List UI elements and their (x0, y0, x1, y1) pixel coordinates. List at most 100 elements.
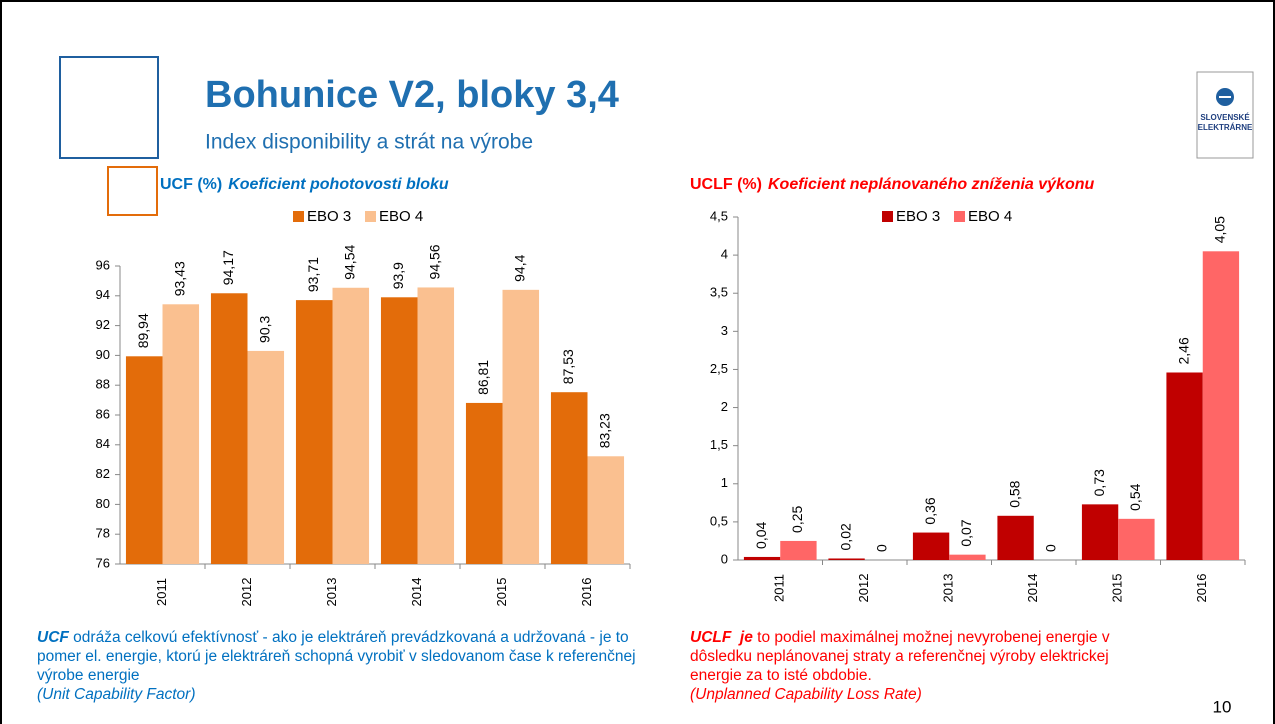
x-tick-label: 2012 (856, 574, 871, 603)
bar (550, 392, 588, 564)
value-label: 0,73 (1091, 469, 1107, 496)
legend-swatch (882, 211, 893, 222)
value-label: 87,53 (560, 349, 576, 384)
value-label: 0,07 (958, 519, 974, 546)
value-label: 0,04 (753, 521, 769, 548)
x-tick-label: 2013 (324, 578, 339, 607)
value-label: 83,23 (596, 413, 612, 448)
legend-label: EBO 3 (896, 208, 940, 225)
deco-square (59, 56, 159, 159)
value-label: 2,46 (1175, 337, 1191, 364)
y-tick-label: 1 (721, 475, 728, 490)
y-tick-label: 0,5 (710, 513, 728, 528)
y-tick-label: 96 (96, 257, 110, 272)
chart-title: UCLF (%) (690, 176, 762, 193)
y-tick-label: 4,5 (710, 208, 728, 223)
x-tick-label: 2011 (772, 574, 787, 602)
chart-title: UCF (%) Koeficient pohotovosti bloku (160, 176, 449, 193)
bar (332, 287, 370, 564)
value-label: 94,56 (426, 244, 442, 279)
value-label: 94,54 (341, 245, 357, 280)
bar (780, 540, 817, 560)
x-tick-label: 2015 (1110, 574, 1125, 603)
y-tick-label: 84 (96, 436, 110, 451)
bar (828, 558, 865, 560)
y-tick-label: 1,5 (710, 437, 728, 452)
value-label: 0 (1043, 544, 1059, 552)
x-tick-label: 2016 (579, 578, 594, 607)
note: UCF odráža celkovú efektívnosť - ako je … (37, 628, 657, 704)
y-tick-label: 92 (96, 317, 110, 332)
value-label: 94,4 (511, 254, 527, 281)
value-label: 86,81 (475, 360, 491, 395)
note-term: UCF (37, 629, 69, 646)
note-source: (Unit Capability Factor) (37, 686, 196, 703)
bar (417, 287, 455, 564)
value-label: 93,71 (305, 257, 321, 292)
y-tick-label: 2,5 (710, 361, 728, 376)
y-tick-label: 0 (721, 551, 728, 566)
bar (1118, 518, 1155, 560)
x-tick-label: 2011 (154, 578, 169, 606)
bar (1081, 504, 1119, 560)
value-label: 0 (874, 544, 890, 552)
x-tick-label: 2014 (1025, 574, 1040, 603)
bar (125, 356, 163, 564)
y-tick-label: 2 (721, 399, 728, 414)
bar (502, 289, 540, 564)
x-tick-label: 2013 (941, 574, 956, 603)
x-tick-label: 2014 (409, 578, 424, 607)
bar (162, 304, 200, 564)
y-tick-label: 3,5 (710, 285, 728, 300)
y-tick-label: 86 (96, 406, 110, 421)
bar (912, 532, 950, 560)
legend-label: EBO 3 (307, 208, 351, 225)
y-tick-label: 88 (96, 377, 110, 392)
bar (997, 515, 1034, 560)
bar (465, 402, 503, 564)
bar (1202, 251, 1240, 561)
bar (247, 350, 285, 564)
y-tick-label: 90 (96, 347, 110, 362)
note: UCLF je to podiel maximálnej možnej nevy… (690, 628, 1160, 704)
note-text: odráža celkovú efektívnosť - ako je elek… (37, 629, 640, 684)
value-label: 94,17 (220, 250, 236, 285)
deco-square (107, 166, 158, 216)
value-label: 0,58 (1006, 480, 1022, 507)
bar (1166, 372, 1203, 560)
y-tick-label: 4 (721, 247, 728, 262)
legend-label: EBO 4 (379, 208, 423, 225)
value-label: 0,25 (789, 505, 805, 532)
value-label: 0,02 (837, 523, 853, 550)
chart-subtitle: Koeficient neplánovaného zníženia výkonu (768, 176, 1095, 193)
chart-subtitle: Koeficient pohotovosti bloku (228, 176, 449, 193)
y-tick-label: 3 (721, 323, 728, 338)
subtitle: Index disponibility a strát na výrobe (205, 131, 533, 154)
bar (210, 293, 248, 564)
bar (295, 300, 333, 564)
chart-title: UCF (%) (160, 176, 222, 193)
y-tick-label: 80 (96, 496, 110, 511)
legend-swatch (293, 211, 304, 222)
value-label: 93,43 (171, 261, 187, 296)
page-number: 10 (1213, 697, 1232, 716)
title: Bohunice V2, bloky 3,4 (205, 74, 619, 116)
bar (587, 456, 625, 564)
value-label: 90,3 (256, 315, 272, 342)
bar (743, 556, 781, 560)
x-tick-label: 2016 (1194, 574, 1209, 603)
y-tick-label: 78 (96, 526, 110, 541)
note-term: UCLF je (690, 629, 753, 646)
chart-title: UCLF (%) Koeficient neplánovaného zníženi… (690, 176, 1094, 193)
bar (949, 554, 986, 560)
value-label: 89,94 (135, 313, 151, 348)
note-source: (Unplanned Capability Loss Rate) (690, 686, 922, 703)
logo-box (1196, 71, 1254, 159)
y-tick-label: 94 (96, 287, 110, 302)
x-tick-label: 2012 (239, 578, 254, 607)
y-tick-label: 82 (96, 466, 110, 481)
y-tick-label: 76 (96, 555, 110, 570)
